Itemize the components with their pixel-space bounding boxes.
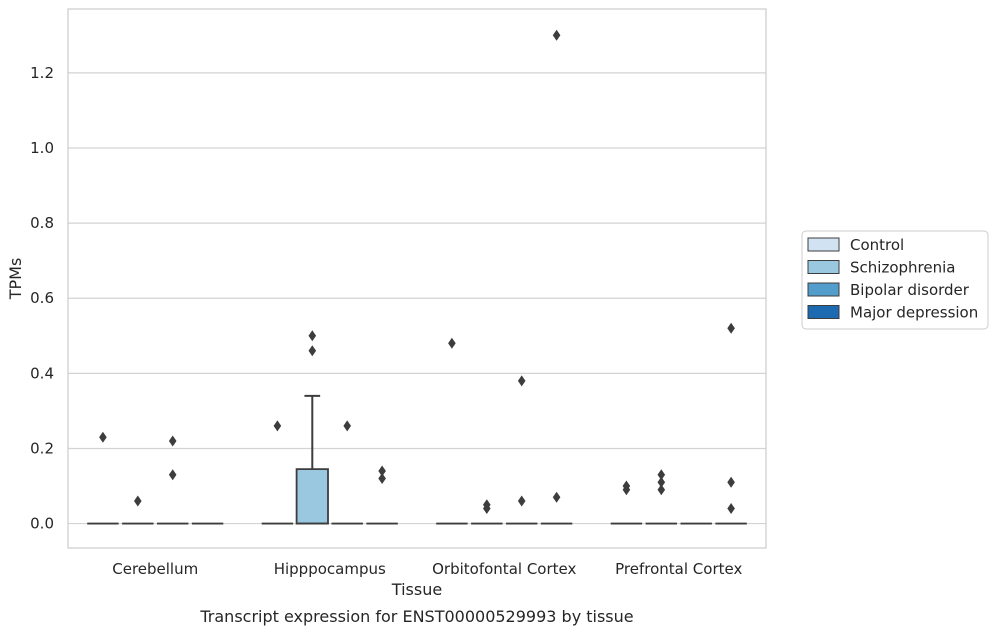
x-tick-label: Hipppocampus xyxy=(274,560,386,578)
y-tick-label: 0.8 xyxy=(30,214,54,232)
y-tick-label: 0.6 xyxy=(30,289,54,307)
x-tick-label: Cerebellum xyxy=(112,560,198,578)
outlier-point xyxy=(552,491,561,503)
legend-frame xyxy=(801,230,989,330)
y-axis-label: TPMs xyxy=(6,258,25,301)
outlier-point xyxy=(657,476,666,488)
outlier-point xyxy=(168,469,177,481)
outlier-point xyxy=(517,495,526,507)
outlier-point xyxy=(378,473,386,485)
y-tick-label: 0.4 xyxy=(30,364,54,382)
y-tick-label: 0.2 xyxy=(30,439,54,457)
legend-label: Schizophrenia xyxy=(850,259,955,277)
legend-swatch xyxy=(807,237,840,252)
outlier-point xyxy=(168,435,177,447)
legend-swatch xyxy=(807,282,840,297)
outlier-point xyxy=(517,375,526,387)
y-tick-label: 1.2 xyxy=(30,64,54,82)
legend-label: Bipolar disorder xyxy=(850,281,970,299)
outlier-point xyxy=(308,345,317,357)
outlier-point xyxy=(343,420,351,432)
outlier-point xyxy=(727,322,735,334)
x-tick-label: Orbitofontal Cortex xyxy=(432,560,576,578)
outlier-point xyxy=(552,29,561,41)
outlier-point xyxy=(99,431,107,443)
y-tick-label: 0.0 xyxy=(30,515,54,533)
legend-swatch xyxy=(807,260,840,274)
y-tick-labels: 0.0 0.2 0.4 0.6 0.8 1.0 1.2 xyxy=(30,64,54,533)
legend-label: Major depression xyxy=(850,304,978,322)
plot-frame xyxy=(67,8,767,549)
x-tick-labels: Cerebellum Hipppocampus Orbitofontal Corte… xyxy=(112,560,742,578)
outlier-point xyxy=(622,484,631,496)
outlier-point xyxy=(308,330,317,342)
legend-label: Control xyxy=(850,236,904,254)
box-plots xyxy=(87,29,747,525)
outlier-point xyxy=(657,484,666,496)
x-tick-label: Prefrontal Cortex xyxy=(615,560,742,578)
outlier-point xyxy=(273,420,282,432)
box xyxy=(295,468,329,525)
outlier-point xyxy=(378,465,386,477)
outlier-point xyxy=(448,337,456,349)
outlier-point xyxy=(657,469,666,481)
outlier-point xyxy=(727,476,735,488)
chart-caption: Transcript expression for ENST0000052999… xyxy=(199,607,633,626)
x-axis-label: Tissue xyxy=(391,580,442,599)
outlier-point xyxy=(483,503,491,515)
legend-swatch xyxy=(807,305,840,319)
outlier-point xyxy=(134,495,142,507)
outlier-point xyxy=(727,503,735,515)
y-tick-label: 1.0 xyxy=(30,139,54,157)
legend: Control Schizophrenia Bipolar disorder Majo… xyxy=(801,230,989,330)
